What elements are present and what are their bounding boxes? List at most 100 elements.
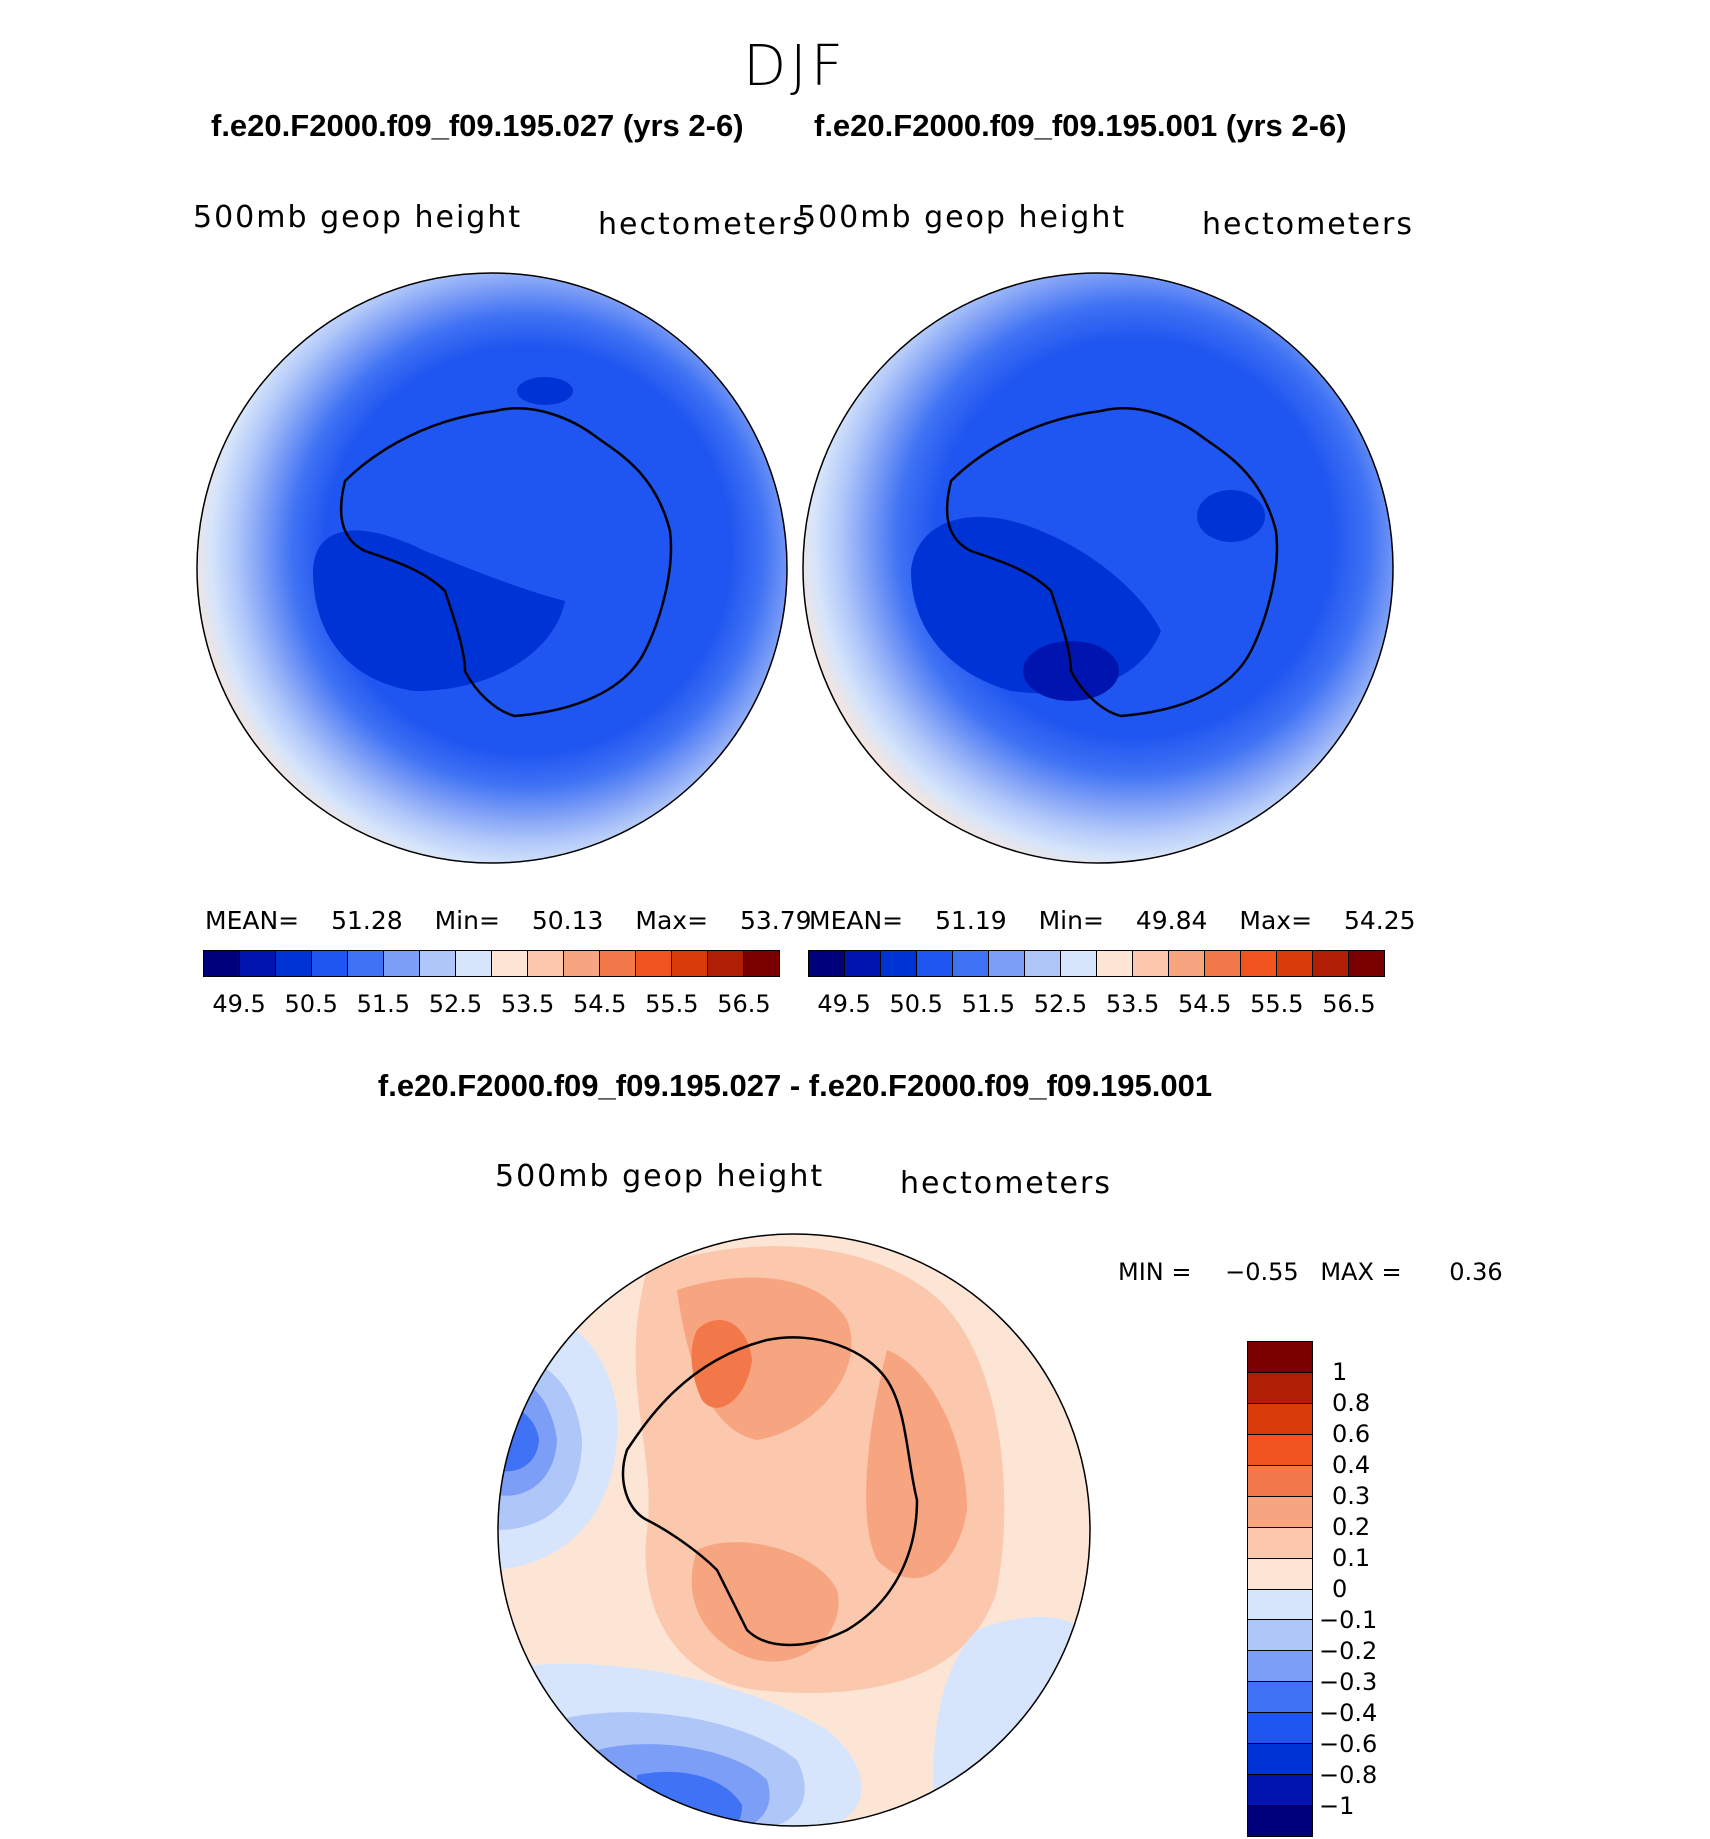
colorbar-swatch — [744, 951, 779, 976]
colorbar-tick-label: 52.5 — [1033, 990, 1088, 1018]
colorbar-tick-label: 0.3 — [1332, 1482, 1371, 1510]
colorbar-ticks-right: 49.5 50.5 51.5 52.5 53.5 54.5 55.5 56.5 — [808, 990, 1385, 1018]
colorbar-swatch — [1248, 1744, 1312, 1776]
season-title: DJF — [743, 34, 847, 99]
min-label-right: Min= — [1038, 906, 1104, 935]
diff-max-value: 0.36 — [1449, 1258, 1503, 1286]
diff-min-label: MIN = — [1118, 1258, 1192, 1286]
colorbar-swatch — [1205, 951, 1241, 976]
colorbar-swatch — [312, 951, 348, 976]
colorbar-tick-label: 56.5 — [1322, 990, 1376, 1018]
colorbar-tick-label: 52.5 — [428, 990, 483, 1018]
antarctica-outline-diff — [621, 1336, 919, 1647]
colorbar-tick-label: −0.1 — [1319, 1606, 1378, 1634]
colorbar-swatch — [1133, 951, 1169, 976]
mean-label-left: MEAN= — [205, 906, 300, 935]
colorbar-swatch — [348, 951, 384, 976]
colorbar-swatch — [1241, 951, 1277, 976]
map-difference — [497, 1233, 1091, 1827]
mean-value-left: 51.28 — [331, 906, 403, 935]
colorbar-swatch — [1248, 1527, 1312, 1559]
colorbar-tick-label: 55.5 — [1250, 990, 1304, 1018]
colorbar-tick-label: 53.5 — [1105, 990, 1160, 1018]
colorbar-ticks-left: 49.5 50.5 51.5 52.5 53.5 54.5 55.5 56.5 — [203, 990, 780, 1018]
colorbar-swatch — [528, 951, 564, 976]
colorbar-tick-label: 0.4 — [1332, 1451, 1371, 1479]
max-value-right: 54.25 — [1344, 906, 1416, 935]
colorbar-swatch — [1248, 1620, 1312, 1652]
colorbar-tick-label: 0.6 — [1332, 1420, 1371, 1448]
colorbar-swatch — [420, 951, 456, 976]
colorbar-tick-label: −0.8 — [1319, 1761, 1378, 1789]
colorbar-swatch — [1248, 1713, 1312, 1745]
stats-right: MEAN= 51.19 Min= 49.84 Max= 54.25 — [809, 906, 1416, 935]
colorbar-tick-label: 0.2 — [1332, 1513, 1371, 1541]
colorbar-swatch — [1248, 1806, 1312, 1836]
colorbar-swatch — [953, 951, 989, 976]
case-title-right: f.e20.F2000.f09_f09.195.001 (yrs 2-6) — [814, 108, 1347, 143]
colorbar-difference — [1247, 1341, 1313, 1837]
colorbar-swatch — [600, 951, 636, 976]
colorbar-swatch — [240, 951, 276, 976]
colorbar-swatch — [492, 951, 528, 976]
colorbar-tick-label: 49.5 — [817, 990, 871, 1018]
map-right — [802, 272, 1394, 864]
colorbar-swatch — [1248, 1589, 1312, 1621]
colorbar-swatch — [1248, 1682, 1312, 1714]
difference-title: f.e20.F2000.f09_f09.195.027 - f.e20.F200… — [377, 1068, 1213, 1103]
max-label-right: Max= — [1239, 906, 1313, 935]
colorbar-swatch — [1248, 1775, 1312, 1807]
colorbar-tick-label: 51.5 — [961, 990, 1016, 1018]
stats-left: MEAN= 51.28 Min= 50.13 Max= 53.79 — [205, 906, 812, 935]
antarctica-outline-left — [339, 407, 673, 718]
colorbar-swatch — [809, 951, 845, 976]
map-left — [196, 272, 788, 864]
colorbar-swatch — [881, 951, 917, 976]
diff-min-value: −0.55 — [1225, 1258, 1299, 1286]
colorbar-swatch — [1025, 951, 1061, 976]
variable-label-left: 500mb geop height — [193, 200, 523, 235]
colorbar-swatch — [1248, 1558, 1312, 1590]
units-label-right: hectometers — [1202, 207, 1414, 242]
colorbar-swatch — [1277, 951, 1313, 976]
colorbar-swatch — [384, 951, 420, 976]
colorbar-tick-label: 55.5 — [645, 990, 699, 1018]
max-label-left: Max= — [635, 906, 709, 935]
colorbar-tick-label: 0.1 — [1332, 1544, 1371, 1572]
min-value-right: 49.84 — [1135, 906, 1208, 935]
colorbar-swatch — [1349, 951, 1384, 976]
colorbar-tick-label: 49.5 — [212, 990, 266, 1018]
colorbar-tick-label: −0.6 — [1319, 1730, 1378, 1758]
colorbar-swatch — [708, 951, 744, 976]
colorbar-swatch — [636, 951, 672, 976]
colorbar-tick-label: 51.5 — [356, 990, 411, 1018]
colorbar-swatch — [1248, 1496, 1312, 1528]
colorbar-tick-label: 54.5 — [1177, 990, 1232, 1018]
colorbar-tick-label: −0.3 — [1319, 1668, 1378, 1696]
colorbar-right — [808, 950, 1385, 977]
units-label-left: hectometers — [598, 207, 810, 242]
colorbar-swatch — [564, 951, 600, 976]
colorbar-tick-label: −0.2 — [1319, 1637, 1378, 1665]
colorbar-tick-label: 53.5 — [500, 990, 555, 1018]
colorbar-swatch — [1097, 951, 1133, 976]
colorbar-tick-label: 54.5 — [572, 990, 627, 1018]
diff-minmax: MIN = −0.55 MAX = 0.36 — [1118, 1258, 1503, 1286]
colorbar-swatch — [672, 951, 708, 976]
colorbar-swatch — [989, 951, 1025, 976]
colorbar-swatch — [1248, 1651, 1312, 1683]
low-pocket-left — [313, 530, 565, 691]
colorbar-tick-label: 56.5 — [717, 990, 771, 1018]
variable-label-right: 500mb geop height — [797, 200, 1127, 235]
colorbar-swatch — [1248, 1372, 1312, 1404]
colorbar-tick-label: 0 — [1332, 1575, 1348, 1603]
colorbar-swatch — [1313, 951, 1349, 976]
colorbar-swatch — [456, 951, 492, 976]
mean-label-right: MEAN= — [809, 906, 904, 935]
colorbar-tick-label: 50.5 — [284, 990, 338, 1018]
case-title-left: f.e20.F2000.f09_f09.195.027 (yrs 2-6) — [211, 108, 744, 143]
colorbar-tick-label: 50.5 — [889, 990, 943, 1018]
units-label-diff: hectometers — [900, 1166, 1112, 1201]
colorbar-swatch — [917, 951, 953, 976]
colorbar-tick-label: −1 — [1319, 1792, 1355, 1820]
